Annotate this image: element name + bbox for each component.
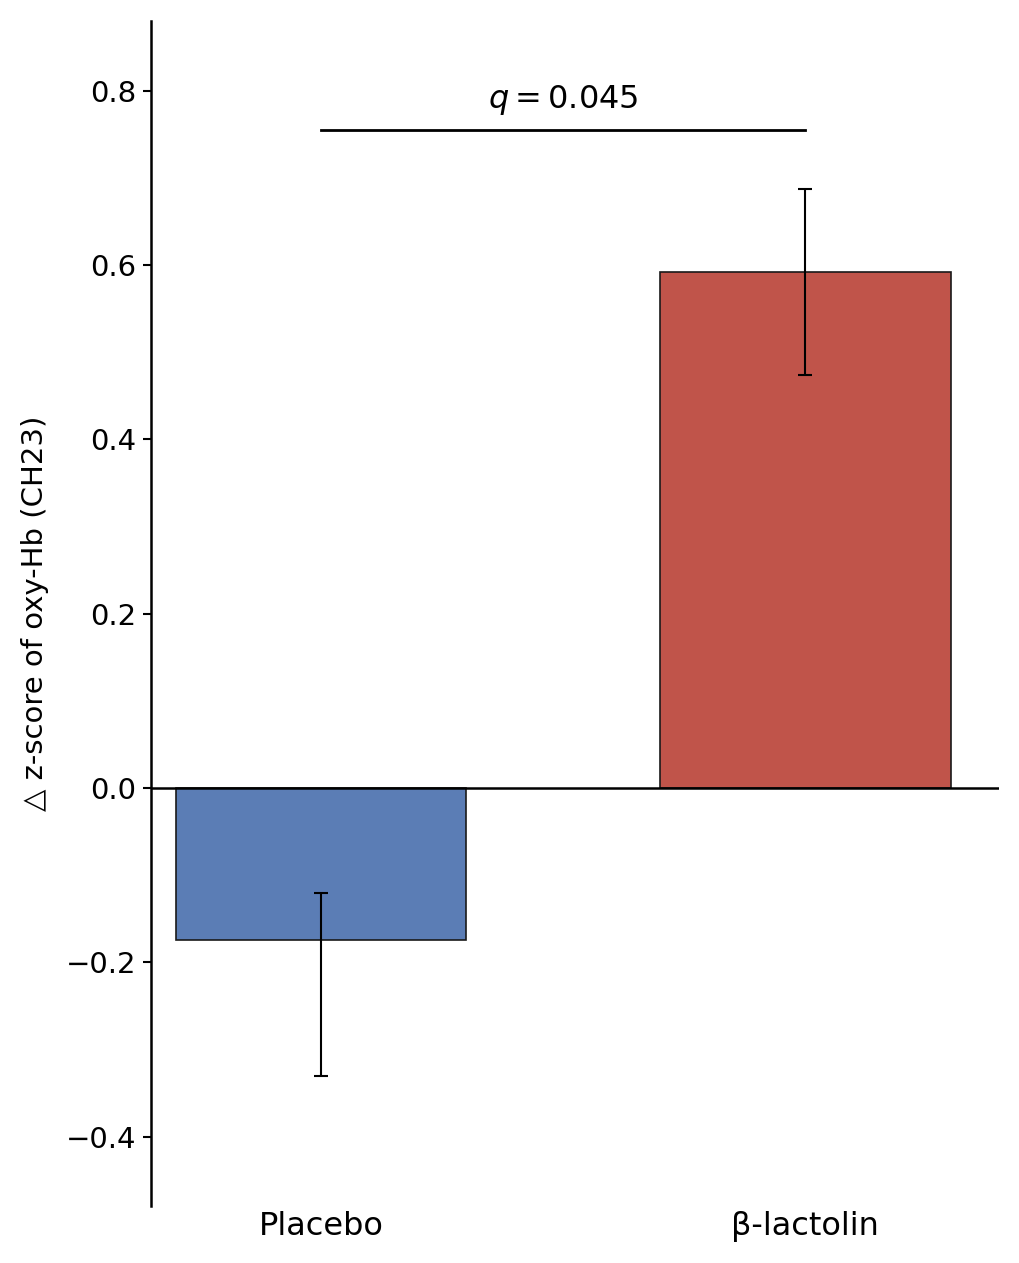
Bar [175,788,466,941]
Text: $q = 0.045$: $q = 0.045$ [487,82,638,116]
Y-axis label: △ z-score of oxy-Hb (CH23): △ z-score of oxy-Hb (CH23) [20,416,49,811]
Bar [659,272,950,788]
